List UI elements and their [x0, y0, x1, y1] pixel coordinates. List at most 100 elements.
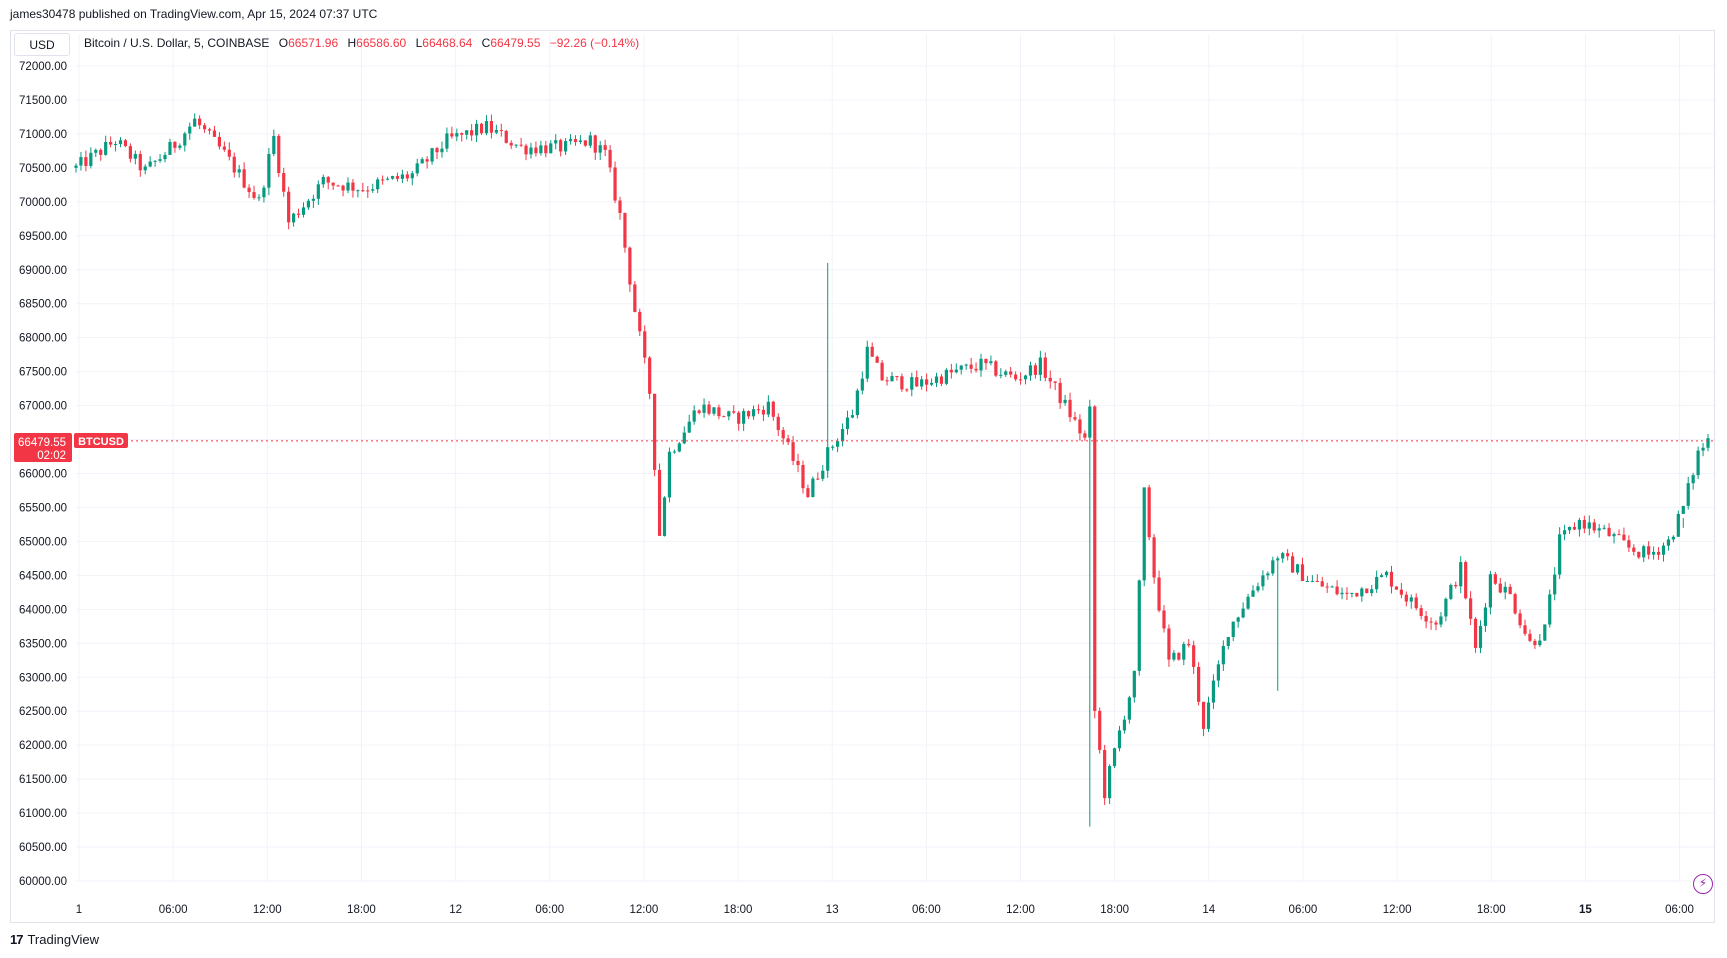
candle: [583, 140, 587, 147]
y-axis[interactable]: 72000.00 71500.00 71000.00 70500.00 70000.00…: [19, 61, 67, 888]
candle: [1627, 535, 1631, 552]
y-tick-label: 65000.00: [19, 536, 67, 548]
candle: [618, 196, 622, 220]
symbol-title[interactable]: Bitcoin / U.S. Dollar, 5, COINBASE: [84, 36, 270, 50]
currency-selector[interactable]: USD: [14, 33, 70, 56]
high-value: 66586.60: [356, 36, 407, 50]
candle: [1355, 592, 1359, 598]
price-tag-price: 66479.55: [18, 437, 66, 449]
candle: [1350, 592, 1354, 598]
candle: [1439, 612, 1443, 628]
candle: [1706, 434, 1710, 452]
candle: [549, 140, 553, 154]
candle: [1058, 378, 1062, 409]
candle: [964, 363, 968, 370]
candle: [1543, 624, 1547, 641]
candle: [1365, 588, 1369, 594]
candle: [341, 184, 345, 197]
candle: [633, 281, 637, 313]
close-key: C: [481, 36, 491, 50]
candle: [925, 373, 929, 392]
candle: [1023, 374, 1028, 385]
candle: [821, 465, 825, 482]
candle: [1429, 617, 1433, 630]
candle: [722, 415, 726, 418]
candle: [316, 180, 320, 205]
candle: [781, 427, 785, 445]
y-tick-label: 63000.00: [19, 672, 67, 684]
candle: [336, 184, 340, 187]
x-tick-label: 13: [826, 904, 839, 916]
candle: [1602, 524, 1606, 530]
candle: [1464, 560, 1468, 600]
candle: [1523, 619, 1527, 636]
candle: [128, 143, 132, 163]
y-tick-label: 68000.00: [19, 333, 67, 345]
candle: [277, 134, 281, 177]
candle: [1345, 587, 1349, 601]
candle: [410, 170, 414, 186]
candle: [786, 434, 790, 446]
candle: [578, 135, 583, 145]
candle: [153, 160, 157, 167]
candle: [514, 144, 518, 148]
candle: [247, 184, 251, 199]
candle: [242, 162, 246, 189]
close-value: 66479.55: [490, 36, 541, 50]
candle: [954, 363, 958, 374]
candle: [450, 126, 454, 139]
candle: [613, 161, 617, 204]
candle: [1434, 620, 1438, 631]
candle: [435, 146, 439, 159]
candle: [1192, 640, 1196, 674]
candle: [593, 134, 597, 160]
candle: [430, 147, 434, 165]
candle: [1286, 549, 1290, 561]
chart-frame: [10, 30, 1715, 923]
candle: [915, 370, 919, 387]
x-tick-label: 18:00: [347, 904, 376, 916]
candle: [559, 138, 563, 157]
x-tick-label: 12:00: [630, 904, 659, 916]
candle: [539, 140, 543, 156]
y-tick-label: 62500.00: [19, 706, 67, 718]
candle: [761, 405, 766, 422]
candle: [331, 182, 335, 191]
candle: [603, 139, 607, 157]
candle: [1671, 535, 1675, 543]
candle: [1414, 593, 1418, 611]
candle: [385, 176, 390, 181]
candle: [544, 141, 548, 158]
candle: [1587, 515, 1591, 536]
candle: [1335, 580, 1339, 596]
candle: [910, 372, 914, 397]
candle: [707, 400, 711, 416]
change-value: −92.26 (−0.14%): [549, 36, 640, 50]
candle: [1083, 430, 1087, 441]
candle: [474, 119, 479, 143]
candle: [217, 132, 222, 150]
candle: [1409, 594, 1413, 609]
x-axis[interactable]: 1 06:00 12:00 18:00 12 06:00 12:00 18:00 13 06:00…: [76, 904, 1694, 916]
candle: [484, 115, 489, 136]
candle: [1182, 641, 1186, 666]
candle: [1518, 609, 1522, 629]
candle: [1622, 527, 1626, 541]
candle: [1063, 394, 1067, 406]
candle: [287, 186, 291, 230]
candle: [845, 410, 850, 435]
candle: [1498, 577, 1502, 594]
candle: [756, 404, 761, 414]
candle: [212, 125, 217, 138]
candle: [1394, 586, 1399, 590]
candle: [806, 484, 810, 498]
lightning-bolt-icon[interactable]: ⚡: [1693, 874, 1713, 894]
candle: [1157, 570, 1161, 613]
candle: [949, 363, 953, 379]
candle: [252, 185, 256, 200]
candle: [974, 362, 978, 373]
candle: [1528, 629, 1532, 643]
candle: [1033, 363, 1038, 379]
candle: [390, 175, 395, 180]
